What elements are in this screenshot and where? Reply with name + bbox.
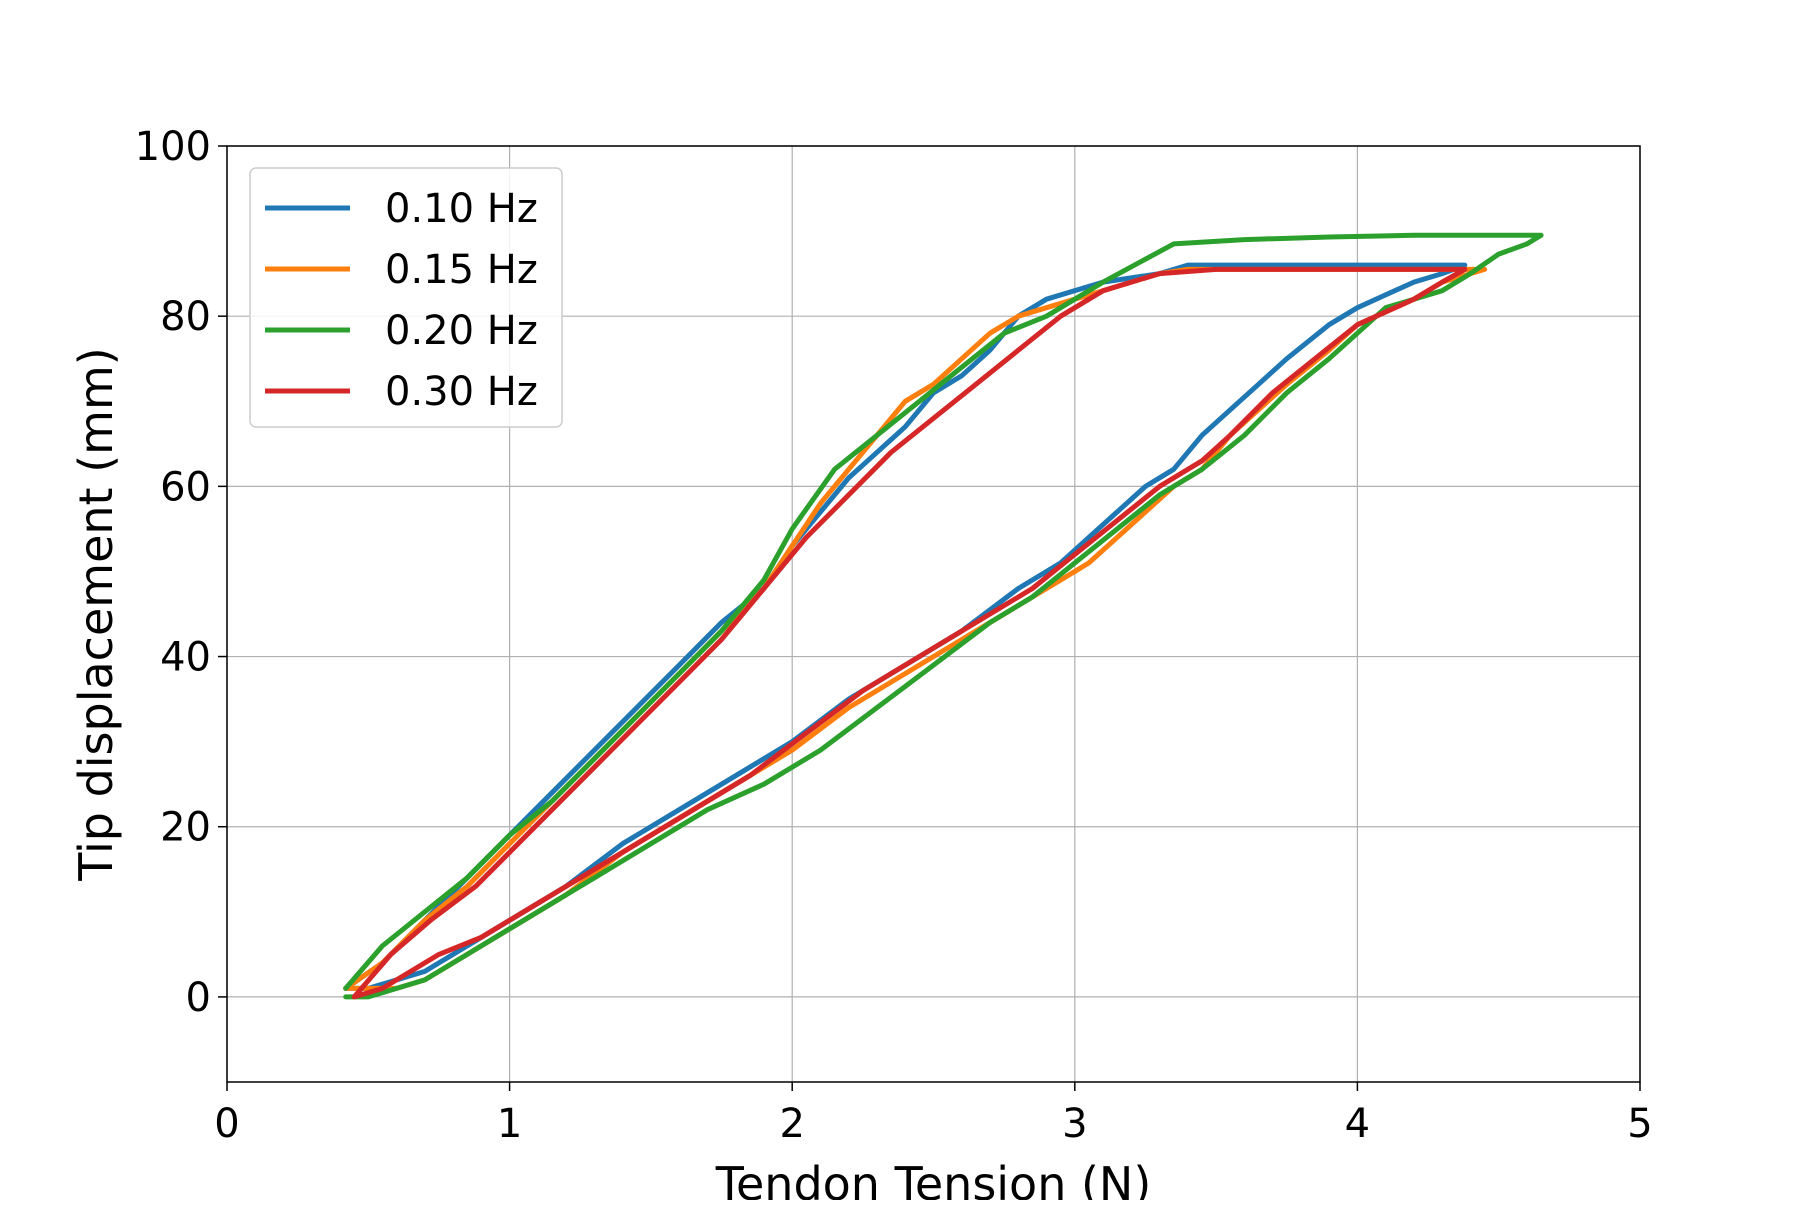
legend-label: 0.15 Hz: [385, 247, 538, 293]
legend-label: 0.10 Hz: [385, 186, 538, 232]
plot-frame: [226, 145, 1641, 1083]
x-tick-label: 5: [1627, 1101, 1652, 1147]
x-tick-label: 4: [1345, 1101, 1370, 1147]
legend-label: 0.30 Hz: [385, 369, 538, 415]
legend-label: 0.20 Hz: [385, 308, 538, 354]
axis-ticks: 0 1 2 3 4 5 0 20 40 60 80 100: [135, 124, 1653, 1147]
y-tick-label: 100: [135, 124, 211, 170]
y-tick-label: 20: [160, 805, 211, 851]
legend-box: [249, 167, 563, 428]
series-line-0-20-hz: [343, 232, 1544, 1000]
series-line-0-30-hz: [351, 266, 1468, 1000]
y-tick-label: 80: [160, 294, 211, 340]
x-axis-label: Tendon Tension (N): [715, 1157, 1152, 1200]
x-tick-label: 0: [214, 1101, 239, 1147]
x-tick-label: 1: [497, 1101, 522, 1147]
y-tick-label: 60: [160, 464, 211, 510]
x-tick-label: 2: [779, 1101, 804, 1147]
series-lines: [343, 232, 1544, 1000]
y-axis-label: Tip displacement (mm): [69, 347, 123, 881]
x-tick-label: 3: [1062, 1101, 1087, 1147]
y-tick-label: 40: [160, 635, 211, 681]
y-tick-label: 0: [186, 975, 211, 1021]
legend-items: 0.10 Hz 0.15 Hz 0.20 Hz 0.30 Hz: [265, 186, 538, 415]
legend: 0.10 Hz 0.15 Hz 0.20 Hz 0.30 Hz: [249, 167, 563, 428]
